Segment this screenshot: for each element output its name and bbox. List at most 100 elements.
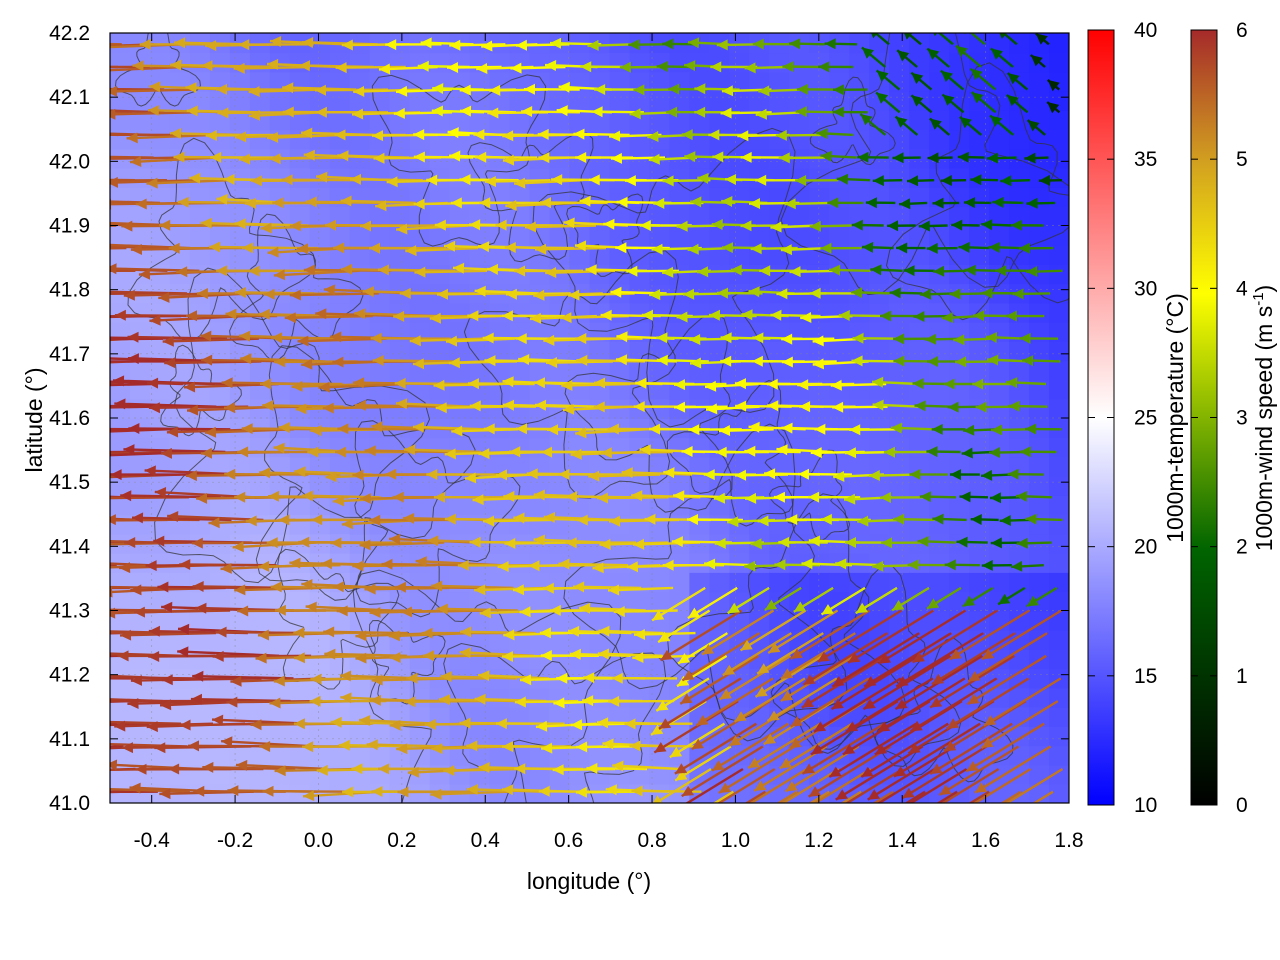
wind-vector-shaft xyxy=(349,178,423,182)
temperature-cell xyxy=(1049,783,1069,803)
wind-vector-head xyxy=(624,718,636,730)
wind-vector-head xyxy=(29,698,40,709)
wind-vector xyxy=(966,654,1047,706)
wind-vector xyxy=(430,788,510,800)
temperature-cell xyxy=(150,129,171,150)
wind-vector-head xyxy=(234,218,246,230)
temperature-cell xyxy=(929,398,950,419)
wind-vector-head xyxy=(110,176,118,188)
wind-vector-head xyxy=(316,764,328,776)
wind-vector-head xyxy=(759,265,771,277)
wind-vector-head xyxy=(96,424,107,435)
wind-vector-head xyxy=(681,129,693,141)
temperature-cell xyxy=(549,706,571,727)
temperature-cell xyxy=(529,552,551,573)
wind-vector xyxy=(598,625,664,637)
wind-vector xyxy=(992,196,1024,208)
wind-vector xyxy=(110,246,127,250)
wind-vector-shaft xyxy=(812,767,872,803)
wind-vector-head xyxy=(510,62,522,74)
wind-vector-head xyxy=(535,399,547,411)
wind-vector xyxy=(546,424,614,436)
wind-vector-shaft xyxy=(436,292,507,296)
wind-vector-head xyxy=(337,423,349,435)
wind-vector-head xyxy=(785,780,798,792)
wind-vector-head xyxy=(703,469,715,481)
wind-vector-head xyxy=(608,695,620,707)
wind-vector xyxy=(948,609,1030,661)
wind-vector xyxy=(989,114,1014,136)
wind-vector-head xyxy=(523,83,535,95)
wind-vector xyxy=(789,677,870,728)
temperature-cell xyxy=(869,572,890,593)
temperature-cell xyxy=(649,360,671,381)
wind-vector xyxy=(917,536,956,547)
temperature-cell xyxy=(589,225,611,246)
wind-vector xyxy=(932,197,960,209)
wind-vector xyxy=(127,698,227,709)
wind-vector xyxy=(482,515,552,527)
wind-vector-head xyxy=(338,739,350,751)
wind-vector xyxy=(146,177,231,189)
temperature-cell xyxy=(849,244,870,265)
temperature-cell xyxy=(150,745,171,766)
wind-vector-head xyxy=(479,197,491,209)
wind-vector xyxy=(1018,242,1054,254)
wind-vector-head xyxy=(600,447,612,459)
temperature-cell xyxy=(1049,764,1069,785)
wind-vector-head xyxy=(96,696,107,707)
wind-vector xyxy=(110,108,197,120)
temperature-cell xyxy=(1049,110,1069,131)
temperature-cell xyxy=(589,591,611,612)
wind-vector-head xyxy=(963,197,975,209)
temperature-cell xyxy=(549,495,571,516)
wind-vector-head xyxy=(553,697,565,709)
temperature-cell xyxy=(629,129,651,150)
wind-vector-head xyxy=(832,676,845,687)
wind-vector xyxy=(887,220,916,232)
wind-vector xyxy=(781,356,837,368)
wind-vector-head xyxy=(778,152,790,164)
wind-vector-head xyxy=(366,739,378,751)
wind-vector-head xyxy=(315,308,327,320)
wind-vector-head xyxy=(983,715,997,726)
wind-vector-shaft xyxy=(711,722,790,772)
wind-vector-head xyxy=(466,784,478,795)
wind-vector-head xyxy=(594,84,606,95)
wind-vector-head xyxy=(235,131,247,143)
temperature-cell xyxy=(130,302,151,323)
temperature-cell xyxy=(169,167,191,188)
temperature-cell xyxy=(929,456,950,477)
wind-vector xyxy=(1011,560,1044,572)
wind-vector-head xyxy=(404,444,416,456)
temperature-cell xyxy=(609,225,631,246)
wind-vector-head xyxy=(433,379,445,391)
temperature-cell xyxy=(289,437,311,458)
temperature-cell xyxy=(369,552,391,573)
wind-vector xyxy=(808,745,892,798)
wind-vector-head xyxy=(234,491,246,503)
temperature-cell xyxy=(269,783,291,803)
temperature-cell xyxy=(529,379,551,400)
wind-vector-head xyxy=(389,652,401,663)
temperature-cell xyxy=(809,90,831,111)
temperature-cell xyxy=(769,321,791,342)
wind-vector-head xyxy=(565,491,577,503)
wind-vector-head xyxy=(354,308,366,320)
wind-vector-shaft xyxy=(878,609,967,665)
wind-vector-head xyxy=(192,670,204,682)
temperature-cell xyxy=(249,244,271,265)
wind-vector-shaft xyxy=(372,359,454,363)
temperature-cell xyxy=(130,33,151,54)
wind-vector-shaft xyxy=(1004,767,1064,803)
wind-vector-shaft xyxy=(658,677,742,730)
wind-vector-head xyxy=(602,738,614,750)
temperature-cell xyxy=(829,418,851,439)
wind-vector-head xyxy=(781,356,793,368)
wind-vector-head xyxy=(98,42,109,53)
wind-vector-head xyxy=(114,398,126,410)
wind-vector-shaft xyxy=(110,88,197,93)
temperature-cell xyxy=(889,552,910,573)
wind-vector-head xyxy=(289,220,301,232)
contour-line xyxy=(770,565,962,767)
